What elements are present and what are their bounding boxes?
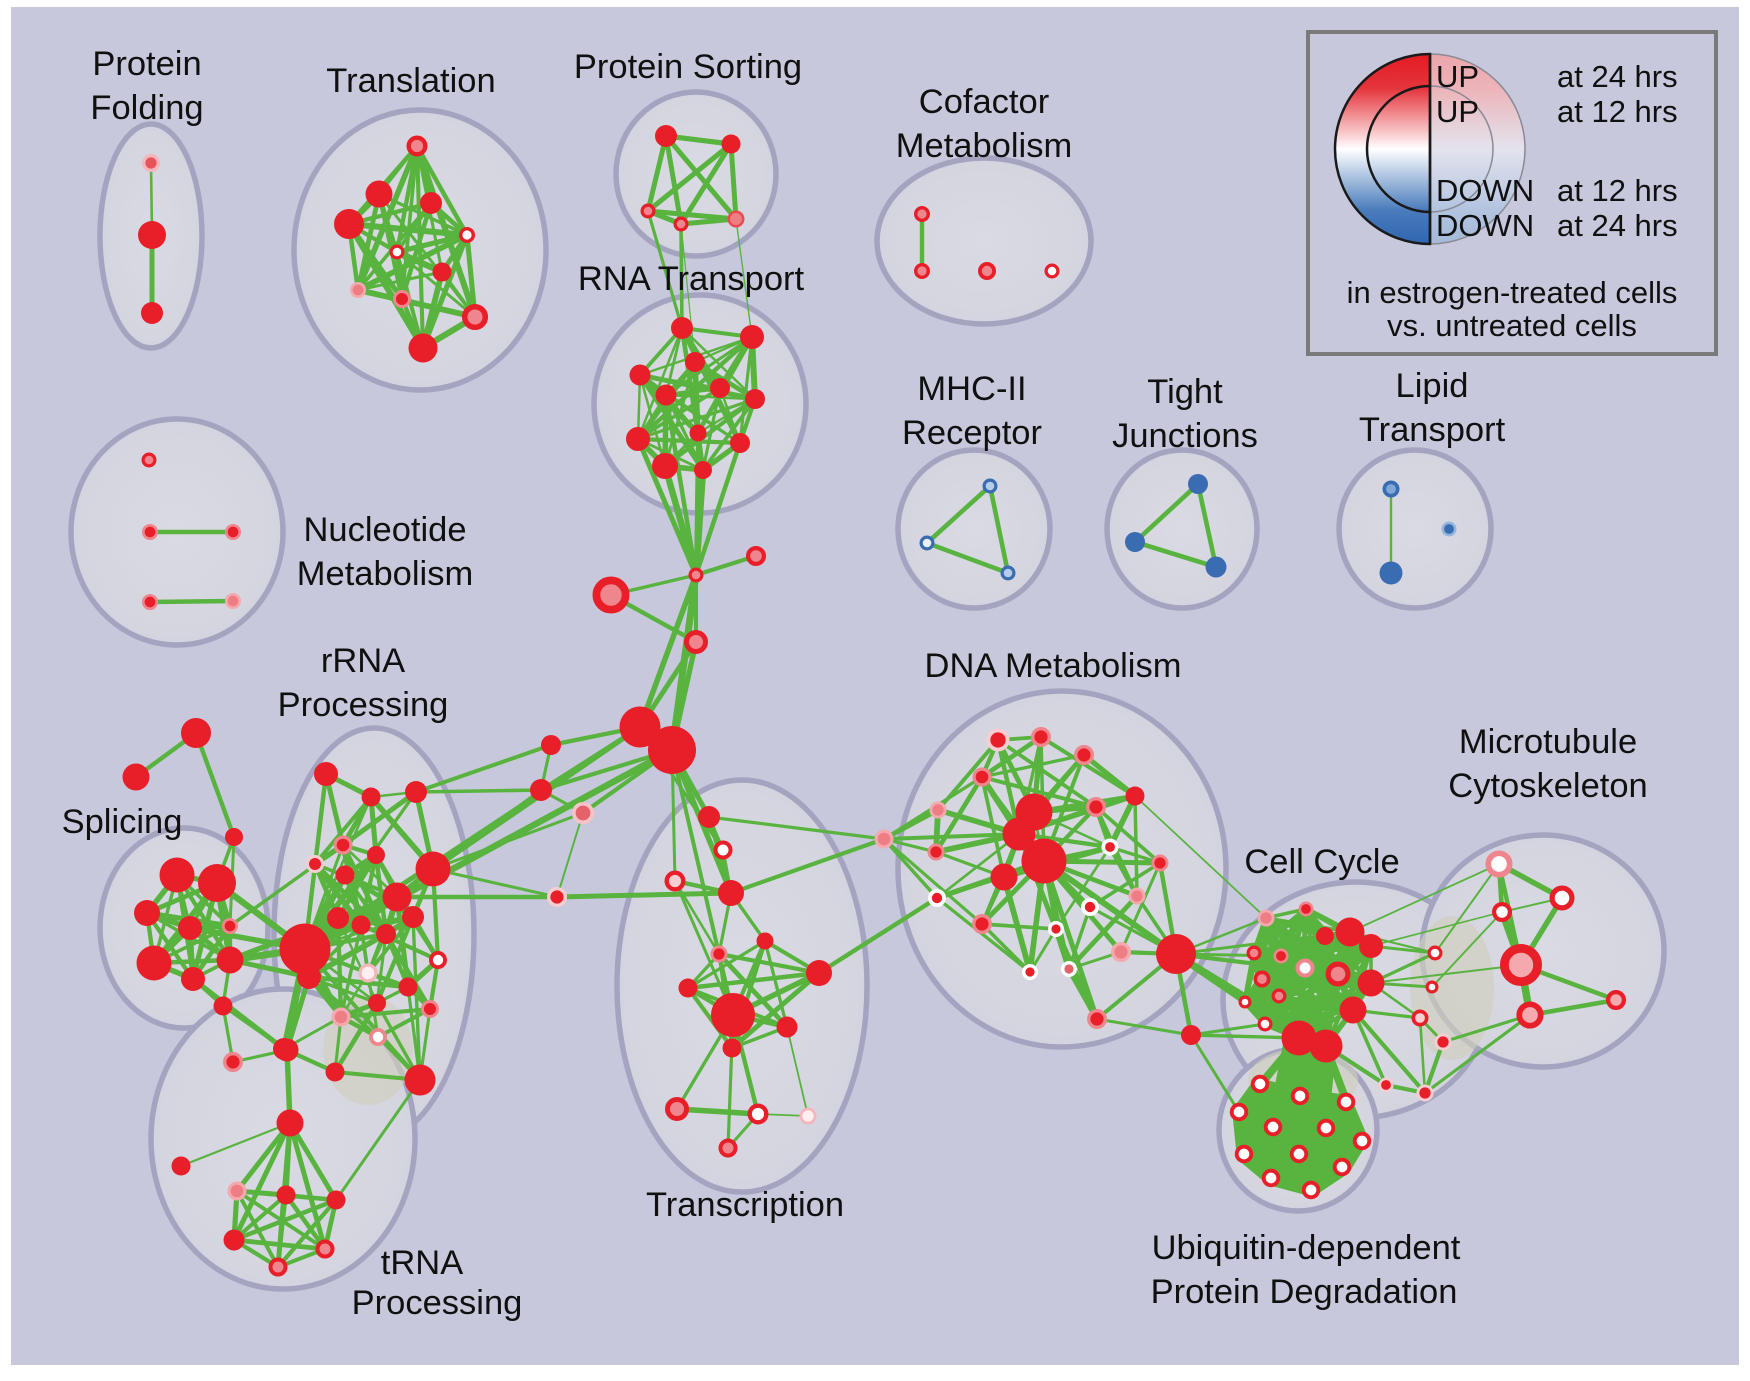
svg-text:Processing: Processing [278, 686, 449, 724]
svg-text:UP: UP [1436, 59, 1479, 94]
svg-text:Receptor: Receptor [902, 414, 1042, 452]
svg-text:Transcription: Transcription [646, 1186, 844, 1224]
svg-text:tRNA: tRNA [381, 1244, 463, 1282]
svg-text:Cytoskeleton: Cytoskeleton [1448, 767, 1647, 805]
svg-text:Folding: Folding [90, 89, 203, 127]
svg-text:Cell Cycle: Cell Cycle [1244, 843, 1399, 881]
svg-text:at 12 hrs: at 12 hrs [1557, 94, 1678, 129]
svg-text:at 12 hrs: at 12 hrs [1557, 173, 1678, 208]
svg-text:Translation: Translation [326, 62, 495, 100]
svg-text:Nucleotide: Nucleotide [303, 511, 466, 549]
svg-text:Transport: Transport [1359, 411, 1506, 449]
svg-text:DOWN: DOWN [1436, 208, 1534, 243]
svg-text:rRNA: rRNA [321, 642, 405, 680]
svg-text:Junctions: Junctions [1112, 417, 1258, 455]
svg-text:Protein: Protein [92, 45, 201, 83]
svg-text:Cofactor: Cofactor [919, 83, 1049, 121]
svg-text:Protein Sorting: Protein Sorting [574, 48, 802, 86]
svg-text:Ubiquitin-dependent: Ubiquitin-dependent [1152, 1229, 1461, 1267]
svg-text:Lipid: Lipid [1396, 367, 1469, 405]
svg-text:Processing: Processing [352, 1284, 523, 1322]
svg-text:vs. untreated cells: vs. untreated cells [1387, 308, 1637, 343]
svg-text:Metabolism: Metabolism [896, 127, 1072, 165]
svg-text:at 24 hrs: at 24 hrs [1557, 208, 1678, 243]
svg-text:in estrogen-treated cells: in estrogen-treated cells [1347, 275, 1678, 310]
svg-text:Protein Degradation: Protein Degradation [1151, 1273, 1458, 1311]
svg-text:RNA Transport: RNA Transport [578, 260, 805, 298]
svg-text:DOWN: DOWN [1436, 173, 1534, 208]
svg-text:DNA Metabolism: DNA Metabolism [925, 647, 1182, 685]
svg-text:Splicing: Splicing [62, 803, 183, 841]
svg-text:MHC-II: MHC-II [917, 370, 1026, 408]
svg-text:Microtubule: Microtubule [1459, 723, 1637, 761]
svg-text:Metabolism: Metabolism [297, 555, 473, 593]
svg-text:at 24 hrs: at 24 hrs [1557, 59, 1678, 94]
svg-text:Tight: Tight [1147, 373, 1223, 411]
svg-text:UP: UP [1436, 94, 1479, 129]
